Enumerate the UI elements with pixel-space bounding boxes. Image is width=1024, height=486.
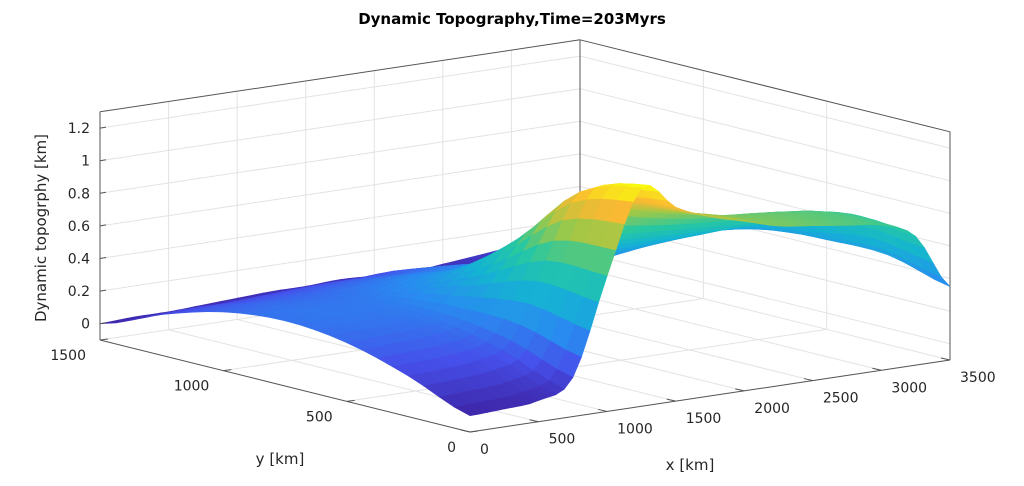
x-tick-mark — [666, 398, 676, 402]
surface — [99, 183, 951, 417]
surface-patch — [453, 405, 480, 417]
grid-line-z — [99, 218, 581, 292]
z-tick-label: 0.4 — [68, 252, 90, 268]
z-tick-mark — [99, 322, 107, 325]
y-axis-label: y [km] — [256, 450, 305, 468]
y-tick-mark — [469, 430, 479, 433]
x-tick-mark — [872, 367, 882, 371]
x-axis-label: x [km] — [666, 456, 715, 474]
x-tick-label: 1500 — [686, 411, 722, 427]
z-tick-label: 0.8 — [68, 186, 90, 202]
x-tick-mark — [940, 357, 951, 361]
grid-line-z — [579, 88, 951, 182]
grid-line-z — [99, 186, 581, 259]
y-tick-label: 0 — [447, 440, 456, 456]
grid-line-z — [99, 153, 581, 227]
chart-title: Dynamic Topography,Time=203Myrs — [358, 10, 666, 28]
grid-line-z — [99, 55, 581, 129]
grid-line-z — [99, 120, 581, 194]
z-tick-mark — [99, 159, 107, 162]
x-tick-label: 1000 — [617, 421, 653, 437]
z-tick-label: 0.2 — [68, 284, 90, 300]
x-tick-mark — [529, 419, 539, 423]
z-tick-mark — [99, 126, 107, 129]
z-axis-label: Dynamic topogrphy [km] — [32, 134, 50, 322]
y-tick-mark — [346, 399, 355, 402]
x-tick-mark — [803, 378, 813, 382]
z-tick-mark — [99, 289, 107, 292]
x-tick-mark — [735, 388, 745, 392]
y-tick-mark — [223, 369, 232, 372]
x-tick-label: 2000 — [754, 401, 790, 417]
x-tick-mark — [598, 408, 608, 412]
x-tick-label: 0 — [480, 442, 489, 458]
grid-line-x — [579, 267, 951, 361]
grid-line-y — [346, 328, 827, 402]
grid-line-z — [99, 88, 581, 162]
x-tick-label: 500 — [549, 432, 576, 448]
y-tick-label: 1000 — [174, 379, 210, 395]
grid-line-z — [579, 251, 951, 345]
axis-line — [579, 39, 951, 133]
z-tick-label: 0 — [81, 317, 90, 333]
axis-line — [99, 339, 471, 433]
z-tick-label: 1.2 — [68, 121, 90, 137]
z-tick-mark — [99, 257, 107, 259]
y-tick-mark — [99, 338, 109, 341]
z-tick-mark — [99, 224, 107, 227]
axis-line — [469, 359, 951, 433]
z-tick-label: 1 — [81, 154, 90, 170]
x-tick-label: 3500 — [960, 370, 996, 386]
x-tick-mark — [460, 429, 471, 433]
grid-line-z — [579, 55, 951, 149]
tick-labels: 0 0.2 0.4 0.6 0.8 1 1.2 0 500 1000 1500 0 500 1000 150… — [50, 121, 995, 458]
x-tick-label: 2500 — [823, 391, 859, 407]
y-tick-label: 1500 — [50, 348, 86, 364]
grid-line-z — [579, 120, 951, 214]
z-tick-mark — [99, 191, 107, 194]
z-tick-label: 0.6 — [68, 219, 90, 235]
y-tick-label: 500 — [306, 409, 333, 425]
axes-box — [99, 39, 951, 433]
x-tick-label: 3000 — [891, 380, 927, 396]
axis-line — [99, 39, 581, 113]
